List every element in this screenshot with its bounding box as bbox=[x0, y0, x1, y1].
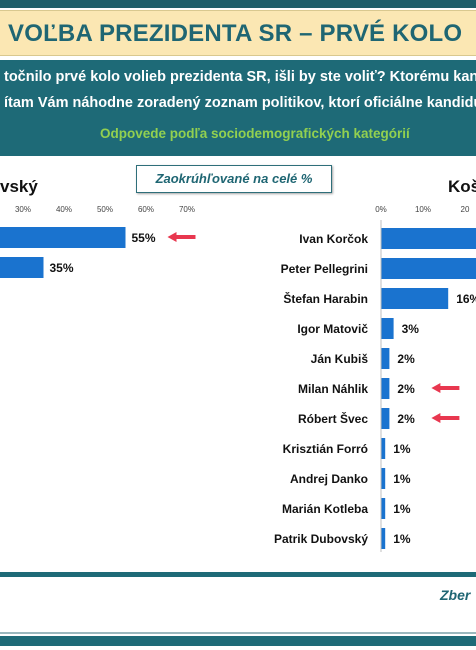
left-x-tick-label: 60% bbox=[138, 205, 154, 214]
left-bar-value-label: 55% bbox=[132, 231, 156, 245]
question-panel: točnilo prvé kolo volieb prezidenta SR, … bbox=[0, 60, 476, 156]
left-highlight-arrow bbox=[167, 232, 196, 242]
right-bar-4 bbox=[381, 318, 394, 339]
left-x-tick-label: 70% bbox=[179, 205, 195, 214]
question-line-2: ítam Vám náhodne zoradený zoznam politik… bbox=[4, 95, 476, 111]
candidate-label: Ivan Korčok bbox=[299, 232, 368, 246]
candidate-label: Peter Pellegrini bbox=[281, 262, 368, 276]
candidate-label: Štefan Harabin bbox=[283, 291, 368, 306]
candidate-label: Igor Matovič bbox=[297, 322, 368, 336]
left-x-tick-label: 50% bbox=[97, 205, 113, 214]
bottom-band-lower bbox=[0, 636, 476, 646]
right-highlight-arrow bbox=[431, 413, 460, 423]
left-bar-2 bbox=[0, 257, 44, 278]
rounding-note: Zaokrúhľované na celé % bbox=[155, 171, 313, 186]
right-bar-value-label: 3% bbox=[402, 322, 420, 336]
right-bar-8 bbox=[381, 438, 386, 459]
right-x-tick-label: 20 bbox=[461, 205, 470, 214]
right-highlight-arrow-shape bbox=[431, 413, 460, 423]
bottom-band bbox=[0, 572, 476, 577]
right-bar-value-label: 1% bbox=[393, 442, 411, 456]
left-x-tick-label: 40% bbox=[56, 205, 72, 214]
candidate-label: Andrej Danko bbox=[290, 472, 368, 486]
right-bar-value-label: 16% bbox=[456, 292, 476, 306]
left-panel-title: vský bbox=[0, 177, 38, 196]
candidate-label: Krisztián Forró bbox=[283, 442, 368, 456]
bottom-line bbox=[0, 632, 476, 634]
page-title: VOĽBA PREZIDENTA SR – PRVÉ KOLO bbox=[8, 20, 463, 47]
candidate-label: Milan Náhlik bbox=[298, 382, 368, 396]
right-x-tick-label: 0% bbox=[375, 205, 387, 214]
right-bar-value-label: 1% bbox=[393, 472, 411, 486]
right-bar-value-label: 1% bbox=[393, 502, 411, 516]
candidate-label: Ján Kubiš bbox=[311, 352, 369, 366]
right-bar-value-label: 2% bbox=[397, 412, 415, 426]
right-bar-10 bbox=[381, 498, 386, 519]
right-highlight-arrow bbox=[431, 383, 460, 393]
candidate-label: Róbert Švec bbox=[298, 411, 368, 426]
footer-text: Zber bbox=[440, 587, 471, 603]
question-line-1: točnilo prvé kolo volieb prezidenta SR, … bbox=[4, 69, 476, 85]
candidate-label: Patrik Dubovský bbox=[274, 532, 368, 546]
right-panel-title: Koš bbox=[448, 177, 476, 196]
rounding-note-box: Zaokrúhľované na celé % bbox=[136, 165, 332, 193]
left-bar-1 bbox=[0, 227, 126, 248]
left-highlight-arrow-shape bbox=[167, 232, 196, 242]
top-bar bbox=[0, 0, 476, 8]
right-bar-7 bbox=[381, 408, 390, 429]
subtitle: Odpovede podľa sociodemografických kateg… bbox=[100, 126, 410, 141]
right-bar-value-label: 2% bbox=[397, 382, 415, 396]
bar-charts: 30% 40% 50% 60% 70% 55% 35% 0% 10% 20 Ivan Korčok P… bbox=[0, 205, 476, 552]
right-bar-2 bbox=[381, 258, 476, 279]
right-bar-5 bbox=[381, 348, 390, 369]
left-bar-value-label: 35% bbox=[50, 261, 74, 275]
right-bar-3 bbox=[381, 288, 449, 309]
right-bar-value-label: 1% bbox=[393, 532, 411, 546]
candidate-label: Marián Kotleba bbox=[282, 502, 368, 516]
right-bar-11 bbox=[381, 528, 386, 549]
right-x-tick-label: 10% bbox=[415, 205, 431, 214]
right-bar-6 bbox=[381, 378, 390, 399]
title-banner bbox=[0, 10, 476, 56]
right-bar-9 bbox=[381, 468, 386, 489]
right-bar-value-label: 2% bbox=[397, 352, 415, 366]
right-bar-1 bbox=[381, 228, 476, 249]
left-x-tick-label: 30% bbox=[15, 205, 31, 214]
right-highlight-arrow-shape bbox=[431, 383, 460, 393]
